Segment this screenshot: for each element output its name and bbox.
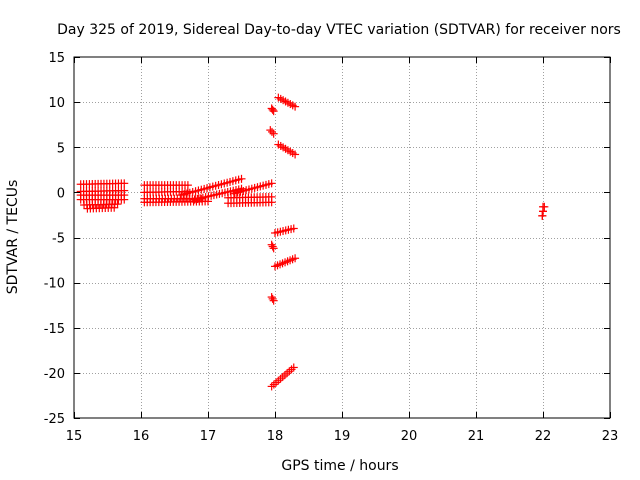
y-tick-label: 0 [57,186,65,201]
data-point [267,179,276,188]
data-point [291,102,300,111]
data-point [539,207,547,216]
data-point [237,174,246,183]
data-point [289,224,298,233]
x-axis-label: GPS time / hours [281,458,398,474]
data-point [291,254,300,263]
data-point [113,200,122,209]
data-point [266,126,275,135]
y-tick-label: -10 [44,277,65,292]
x-tick-label: 19 [334,429,351,444]
y-tick-label: -15 [44,322,65,337]
data-point [538,211,547,220]
data-point [267,293,276,302]
data-point [269,296,278,305]
axis-ticks: 15 16 17 18 19 20 21 22 23 -25 -20 -15 -10 -5 0 5 10 15 [44,51,619,444]
data-point [269,244,278,253]
y-tick-label: 5 [57,141,65,156]
data-point [291,150,300,159]
data-point [267,240,276,249]
y-tick-label: 15 [48,51,65,66]
data-point [120,179,129,188]
y-axis-label: SDTVAR / TECUs [5,180,21,295]
data-point [269,129,278,138]
chart-title: Day 325 of 2019, Sidereal Day-to-day VTE… [57,22,621,38]
grid [74,57,610,418]
y-tick-label: -20 [44,367,65,382]
data-point [120,195,129,204]
x-tick-label: 21 [468,429,485,444]
y-tick-label: -25 [44,412,65,427]
x-tick-label: 17 [200,429,217,444]
data-point [267,127,276,136]
data-point [269,107,278,116]
data-point [268,242,277,251]
x-tick-label: 15 [66,429,83,444]
data-point [267,192,276,201]
x-tick-label: 18 [267,429,284,444]
data-point [268,105,277,114]
x-tick-label: 22 [535,429,552,444]
data-series [76,93,549,391]
x-tick-label: 16 [133,429,150,444]
x-tick-label: 23 [602,429,619,444]
y-tick-label: -5 [52,232,65,247]
data-point [289,363,298,372]
data-point [268,294,277,303]
data-point [110,203,119,212]
x-tick-label: 20 [401,429,418,444]
y-tick-label: 10 [48,96,65,111]
data-point [540,202,549,211]
